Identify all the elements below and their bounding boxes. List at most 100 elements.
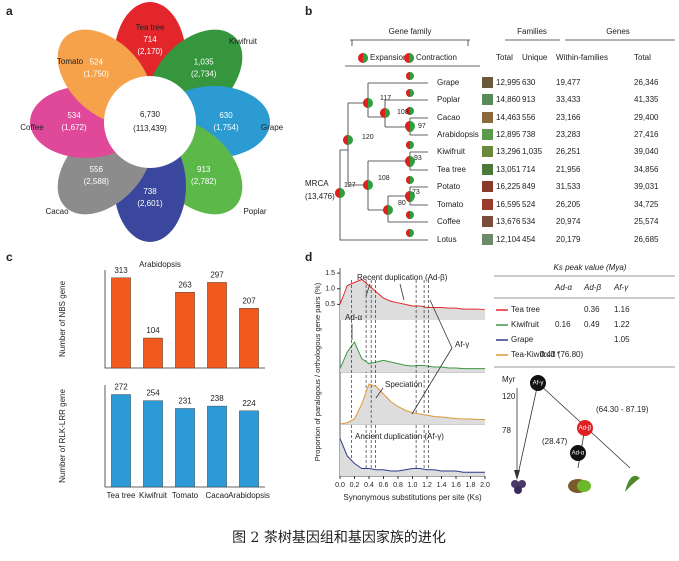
legend-icon-half bbox=[409, 53, 414, 63]
root-count: (13,476) bbox=[305, 192, 335, 201]
table-column: Af-γ bbox=[613, 283, 629, 292]
ks-cell: 1.16 bbox=[614, 305, 630, 314]
petal-unique: 1,035 bbox=[194, 57, 215, 66]
annotation: Recent duplication (Ad-β) bbox=[357, 273, 448, 282]
leaf-pie-half bbox=[406, 176, 410, 184]
x-tick-label: 0.6 bbox=[379, 482, 389, 489]
phylogeny bbox=[339, 39, 675, 241]
value-label: 272 bbox=[114, 383, 128, 392]
x-tick-label: 0.8 bbox=[393, 482, 403, 489]
ks-cell: 1.05 bbox=[614, 335, 630, 344]
table-title: Ks peak value (Mya) bbox=[554, 263, 627, 272]
species: Lotus bbox=[437, 235, 457, 244]
node-af bbox=[530, 375, 546, 391]
table-column: Ad-β bbox=[583, 283, 601, 292]
cell: 34,856 bbox=[634, 165, 659, 174]
ks-area bbox=[340, 279, 485, 320]
bar bbox=[175, 291, 195, 369]
x-tick-label: Tomato bbox=[172, 491, 199, 500]
annotation: Ad-α bbox=[345, 313, 362, 322]
bar bbox=[175, 408, 195, 488]
node-label: 120 bbox=[362, 134, 374, 141]
cell: 454 bbox=[522, 235, 536, 244]
cell: 12,104 bbox=[496, 235, 521, 244]
node-label: Af-γ bbox=[533, 381, 544, 387]
petal-unique: 913 bbox=[197, 165, 211, 174]
petal-name: Grape bbox=[261, 123, 284, 132]
y-axis-label: Proportion of paralogous / orthologous g… bbox=[313, 282, 322, 461]
x-tick-label: 0.4 bbox=[364, 482, 374, 489]
species-photo bbox=[482, 129, 493, 140]
cell: 524 bbox=[522, 200, 536, 209]
tick-label: 78 bbox=[502, 426, 511, 435]
cell: 34,725 bbox=[634, 200, 659, 209]
x-tick-label: 1.6 bbox=[451, 482, 461, 489]
species-photo bbox=[482, 112, 493, 123]
range-label: (28.47) bbox=[542, 437, 568, 446]
cell: 19,477 bbox=[556, 78, 581, 87]
cell: 39,031 bbox=[634, 182, 659, 191]
petal-unique: 556 bbox=[90, 165, 104, 174]
value-label: 207 bbox=[242, 296, 256, 305]
x-tick-label: Kiwifruit bbox=[139, 491, 168, 500]
tick-label: 120 bbox=[502, 392, 516, 401]
column-header: Total bbox=[634, 53, 651, 62]
petal-name: Cacao bbox=[45, 207, 69, 216]
petal-total: (1,672) bbox=[61, 123, 87, 132]
cell: 16,225 bbox=[496, 182, 521, 191]
petal-total: (1,754) bbox=[213, 123, 239, 132]
arrow-head bbox=[514, 470, 520, 480]
node-label: 108 bbox=[378, 175, 390, 182]
range-label: (64.30 - 87.19) bbox=[596, 405, 649, 414]
node-pie-half bbox=[405, 191, 410, 201]
species-photo bbox=[482, 234, 493, 245]
node-ada bbox=[570, 445, 586, 461]
bar bbox=[207, 405, 227, 488]
petal-name: Poplar bbox=[243, 207, 266, 216]
grape-icon bbox=[511, 480, 526, 494]
column-header: Unique bbox=[522, 53, 548, 62]
node-label: 127 bbox=[344, 182, 356, 189]
cell: 27,416 bbox=[634, 130, 659, 139]
node-pie-half bbox=[363, 180, 368, 190]
cell: 26,251 bbox=[556, 147, 581, 156]
petal-unique: 630 bbox=[219, 111, 233, 120]
cell: 13,051 bbox=[496, 165, 521, 174]
cell: 12,895 bbox=[496, 130, 521, 139]
species: Tea tree bbox=[437, 165, 466, 174]
cell: 23,166 bbox=[556, 113, 581, 122]
cell: 16,595 bbox=[496, 200, 521, 209]
value-label: 238 bbox=[210, 394, 224, 403]
bar bbox=[239, 410, 259, 488]
legend-label: Tea tree bbox=[511, 305, 540, 314]
value-label: 297 bbox=[210, 271, 224, 280]
y-tick-label: 1.5 bbox=[325, 270, 335, 277]
column-header: Within-families bbox=[556, 53, 608, 62]
petal-name: Kiwifruit bbox=[229, 37, 258, 46]
leaf-pie-half bbox=[406, 211, 410, 219]
leaf-pie-half bbox=[406, 229, 410, 237]
annotation-arrows bbox=[351, 283, 453, 415]
bar bbox=[143, 400, 163, 488]
x-tick-label: 1.0 bbox=[408, 482, 418, 489]
species: Cacao bbox=[437, 113, 461, 122]
x-tick-label: Arabidopsis bbox=[228, 491, 270, 500]
cell: 31,533 bbox=[556, 182, 581, 191]
center-total: (113,439) bbox=[133, 124, 167, 133]
cell: 20,974 bbox=[556, 217, 581, 226]
panel-letter: d bbox=[305, 250, 312, 264]
annotation: Speciation bbox=[385, 380, 422, 389]
cell: 13,296 bbox=[496, 147, 521, 156]
cell: 20,179 bbox=[556, 235, 581, 244]
cell: 14,860 bbox=[496, 95, 521, 104]
annotation: Af-γ bbox=[455, 340, 469, 349]
species-photo bbox=[482, 164, 493, 175]
cell: 26,346 bbox=[634, 78, 659, 87]
petal-unique: 738 bbox=[143, 187, 157, 196]
leaf-pie-half bbox=[406, 72, 410, 80]
ks-line bbox=[339, 438, 485, 473]
petal-total: (2,782) bbox=[191, 177, 217, 186]
cell: 738 bbox=[522, 130, 536, 139]
cell: 29,400 bbox=[634, 113, 659, 122]
